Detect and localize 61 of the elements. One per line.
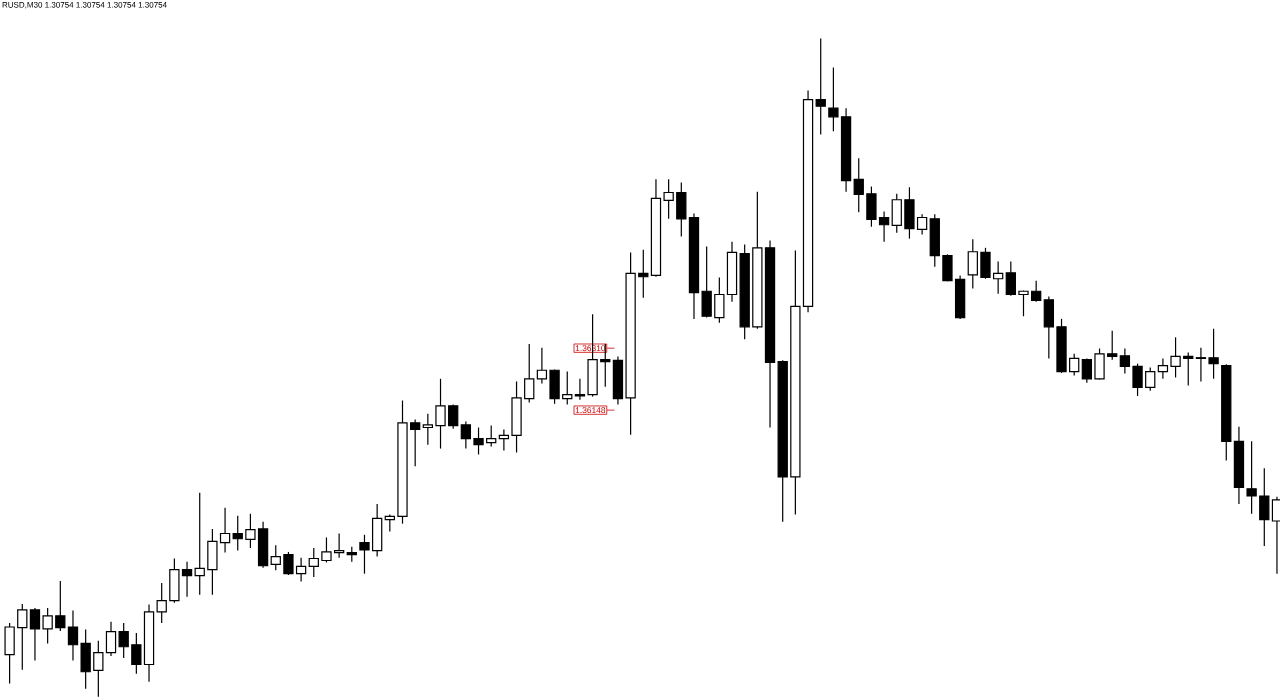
- candlestick: [815, 37, 826, 135]
- candlestick: [524, 343, 535, 403]
- candlestick: [219, 507, 231, 554]
- candlestick: [1119, 347, 1131, 374]
- candlestick: [359, 534, 370, 575]
- candlestick: [1259, 467, 1270, 547]
- candlestick: [131, 632, 142, 675]
- candlestick: [574, 378, 586, 401]
- candlestick: [283, 551, 294, 576]
- candlestick: [1069, 352, 1080, 376]
- candlestick: [878, 210, 890, 243]
- candlestick: [42, 607, 53, 644]
- candlestick: [181, 561, 193, 598]
- annotation: 1.36148: [575, 406, 606, 413]
- candlestick: [29, 607, 41, 661]
- candlestick: [486, 424, 497, 448]
- candlestick: [333, 532, 345, 559]
- candlestick: [67, 609, 79, 661]
- candlestick: [1170, 336, 1181, 378]
- candlestick: [156, 582, 167, 624]
- candlestick: [55, 580, 66, 632]
- candlestick: [967, 238, 978, 290]
- candlestick: [460, 420, 472, 449]
- candlestick: [435, 378, 446, 449]
- candlestick: [638, 248, 649, 299]
- candlestick: [270, 544, 281, 571]
- candlestick: [1246, 440, 1257, 515]
- candlestick: [194, 491, 205, 596]
- candlestick: [321, 536, 332, 563]
- candlestick: [1157, 357, 1169, 380]
- candlestick: [93, 640, 104, 697]
- candlestick: [473, 426, 484, 455]
- candlestick: [308, 547, 319, 578]
- candlestick: [1081, 357, 1093, 384]
- candlestick: [562, 370, 573, 405]
- candlestick: [536, 347, 548, 384]
- candlestick: [714, 276, 725, 324]
- candlestick: [1183, 351, 1194, 386]
- candlestick: [295, 557, 307, 582]
- candlestick: [232, 514, 243, 552]
- candlestick: [663, 178, 674, 220]
- candlestick: [245, 512, 256, 549]
- candlestick: [916, 213, 928, 236]
- candlestick: [422, 412, 433, 446]
- candlestick: [1132, 362, 1143, 397]
- candlestick: [853, 157, 864, 213]
- candlestick: [118, 622, 129, 659]
- candlestick: [448, 403, 459, 430]
- candlestick: [1145, 366, 1156, 392]
- candlestick: [105, 620, 117, 657]
- candlestick: [17, 603, 28, 671]
- candlestick: [828, 66, 839, 132]
- candlestick: [1031, 279, 1042, 303]
- candlestick: [1005, 260, 1016, 297]
- candlestick: [1018, 289, 1029, 317]
- candlestick: [992, 260, 1004, 295]
- candlestick: [1107, 329, 1118, 361]
- candlestick: [410, 418, 421, 467]
- candlestick: [1195, 347, 1207, 382]
- chart-title: RUSD,M30 1.30754 1.30754 1.30754 1.30754: [2, 1, 167, 9]
- candlestick: [1208, 327, 1219, 380]
